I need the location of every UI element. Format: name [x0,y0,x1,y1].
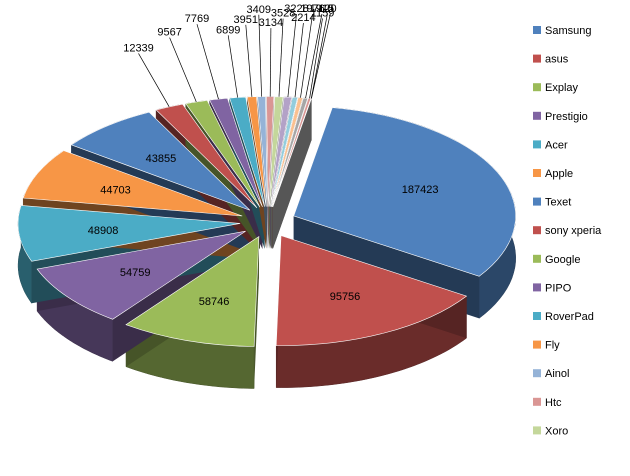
legend: Samsung asus Explay Prestigio Acer Apple Texet… [533,25,602,437]
data-label: 12339 [123,42,154,54]
legend-label: Apple [545,168,573,180]
legend-label: Htc [545,397,562,409]
pie-slice-radial-side [272,98,312,249]
leader-line [305,13,323,99]
leader-line [310,13,328,99]
pie-slice [22,150,243,217]
data-label: 9567 [157,27,181,39]
pie-slice [125,235,260,347]
legend-swatch [533,226,541,235]
data-label: 95756 [330,291,361,303]
pie-tops [17,96,516,347]
data-label: 48908 [88,225,119,237]
leader-line [311,13,331,99]
pie-slice [209,97,263,208]
pie-slice [270,96,298,207]
leader-line [278,18,284,97]
legend-label: Prestigio [545,111,588,123]
legend-label: Fly [545,340,560,352]
data-label: 3134 [259,17,283,29]
data-label: 58746 [199,296,230,308]
legend-swatch [533,254,541,263]
pie-layer [17,96,516,389]
legend-swatch [533,169,541,177]
data-label: 54759 [120,267,151,279]
data-label: 187423 [402,184,439,196]
legend-label: Acer [545,139,568,151]
legend-swatch [533,340,541,349]
legend-swatch [533,111,541,120]
legend-label: Ainol [545,368,569,380]
data-label-layer: 187423 95756 58746 54759 48908 44703 43855 1233… [88,3,439,308]
leader-line [294,23,304,98]
legend-swatch [533,426,541,435]
legend-swatch [533,397,541,406]
legend-swatch [533,83,541,92]
leader-line [300,13,313,98]
leader-line [258,14,262,97]
leader-line [196,24,219,100]
pie-slice [257,96,268,207]
data-label: 6899 [216,24,240,36]
data-label: 1976 [300,3,324,15]
pie-slice [269,96,292,207]
data-label: 44703 [100,184,131,196]
pie-slice [268,96,284,207]
legend-swatch [533,283,541,292]
legend-label: Explay [545,82,579,94]
data-label: 3409 [247,4,271,16]
data-label: 3228 [284,3,308,15]
legend-label: sony xperia [545,225,602,237]
data-label: 3951 [234,14,258,26]
leader-line [227,35,238,98]
legend-swatch [533,140,541,149]
pie-slice [70,111,251,211]
legend-swatch [533,312,541,320]
leader-line [287,13,297,98]
legend-swatch [533,369,541,378]
data-label: 3528 [271,8,295,20]
leader-line [245,24,253,97]
legend-swatch [533,54,541,63]
data-label: 2214 [291,12,315,24]
legend-swatch [533,26,541,34]
legend-label: Samsung [545,25,591,37]
pie-slice [293,107,516,277]
leader-line [138,53,170,107]
data-label: 0 [327,3,333,15]
legend-label: asus [545,54,569,66]
leader-line [269,28,272,97]
pie-slice [36,230,246,320]
data-label: 1159 [311,7,335,19]
pie-slice [275,235,468,346]
legend-label: PIPO [545,282,572,294]
legend-label: RoverPad [545,311,594,323]
data-label: 43855 [146,153,177,165]
legend-label: Texet [545,197,571,209]
pie-slice [155,103,258,209]
pie-slice [271,97,309,207]
data-label: 7769 [185,13,209,25]
pie-slice [17,205,241,262]
legend-label: Google [545,254,580,266]
leader-line [309,18,323,99]
leader-line [169,37,197,103]
legend-swatch [533,197,541,206]
data-label: 1915 [310,3,334,15]
legend-label: Xoro [545,425,568,437]
data-label: 120 [318,3,336,15]
pie-slice [229,96,265,207]
